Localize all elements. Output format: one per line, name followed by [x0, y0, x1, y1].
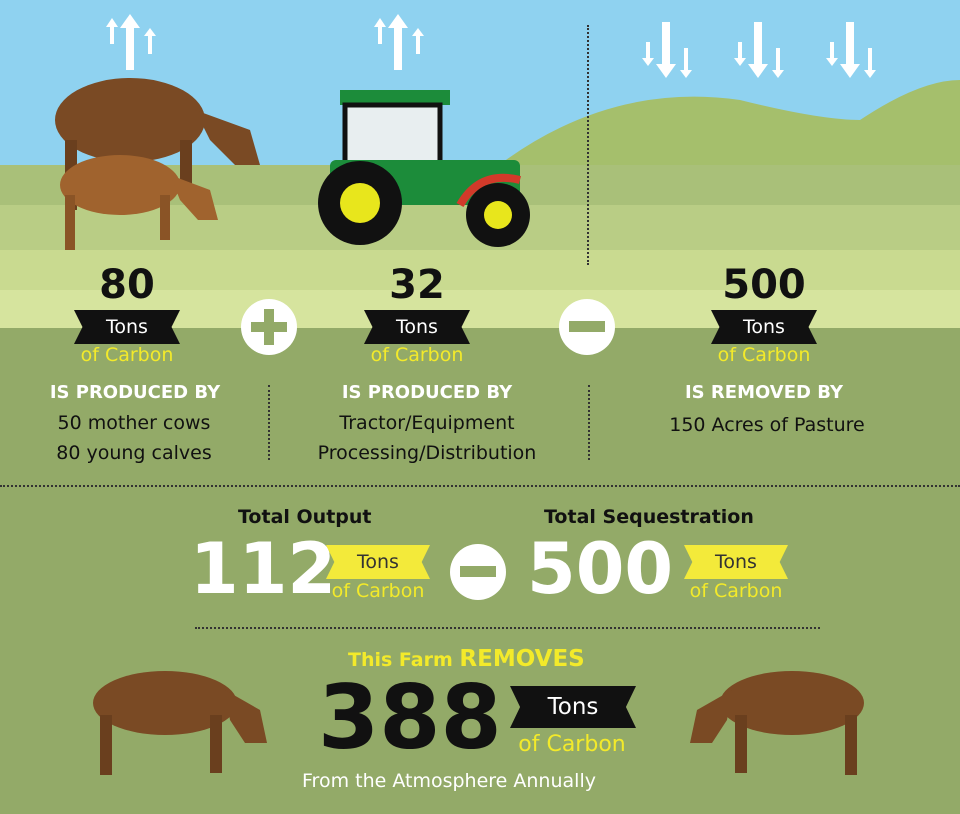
total-output-value: 112: [190, 528, 337, 610]
divider: [587, 25, 589, 265]
value: 500: [722, 262, 806, 308]
value: 80: [99, 262, 155, 308]
source-pasture: 500 Tons of Carbon: [664, 262, 864, 366]
unit-subtitle: of Carbon: [331, 580, 425, 602]
cow-icon: [690, 671, 864, 775]
unit-ribbon: Tons: [326, 545, 430, 579]
unit-ribbon: Tons: [364, 310, 470, 344]
source-verb: IS REMOVED BY: [684, 382, 844, 403]
divider: [0, 485, 960, 487]
total-sequestration-label: Total Sequestration: [544, 506, 754, 528]
result-prefix: This Farm: [348, 649, 453, 671]
plus-icon: [241, 299, 297, 355]
result-heading: This Farm REMOVES: [348, 646, 585, 672]
total-output-label: Total Output: [238, 506, 372, 528]
total-sequestration-value: 500: [527, 528, 674, 610]
unit-ribbon: Tons: [74, 310, 180, 344]
source-tractor: 32 Tons of Carbon: [317, 262, 517, 366]
tractor-icon: [318, 90, 530, 247]
source-verb: IS PRODUCED BY: [341, 382, 513, 403]
cow-icon: [93, 671, 267, 775]
unit-ribbon: Tons: [684, 545, 788, 579]
cow-icon: [55, 78, 260, 210]
result-value: 388: [318, 666, 502, 769]
emission-arrows-up-icon: [106, 14, 156, 70]
calf-icon: [60, 155, 218, 250]
source-details: 150 Acres of Pasture: [617, 410, 917, 440]
result-footer: From the Atmosphere Annually: [302, 770, 596, 792]
unit-subtitle: of Carbon: [717, 344, 811, 366]
ground-band: [0, 250, 960, 290]
sequestration-arrows-down-icon: [642, 22, 876, 78]
result-verb: REMOVES: [459, 646, 585, 672]
hills-illustration: [480, 80, 960, 180]
source-details: Tractor/Equipment Processing/Distributio…: [277, 408, 577, 468]
unit-subtitle: of Carbon: [689, 580, 783, 602]
divider: [588, 385, 590, 460]
detail-line: 150 Acres of Pasture: [669, 414, 865, 436]
divider: [268, 385, 270, 460]
detail-line: 80 young calves: [56, 442, 212, 464]
unit-ribbon: Tons: [510, 686, 636, 728]
detail-line: 50 mother cows: [57, 412, 211, 434]
unit-subtitle: of Carbon: [518, 732, 626, 757]
source-details: 50 mother cows 80 young calves: [0, 408, 284, 468]
unit-subtitle: of Carbon: [80, 344, 174, 366]
unit-ribbon: Tons: [711, 310, 817, 344]
divider: [195, 627, 820, 629]
source-cows: 80 Tons of Carbon: [27, 262, 227, 366]
value: 32: [389, 262, 445, 308]
minus-icon: [450, 544, 506, 600]
emission-arrows-up-icon: [374, 14, 424, 70]
detail-line: Tractor/Equipment: [339, 412, 515, 434]
minus-icon: [559, 299, 615, 355]
unit-subtitle: of Carbon: [370, 344, 464, 366]
detail-line: Processing/Distribution: [317, 442, 537, 464]
source-verb: IS PRODUCED BY: [49, 382, 221, 403]
